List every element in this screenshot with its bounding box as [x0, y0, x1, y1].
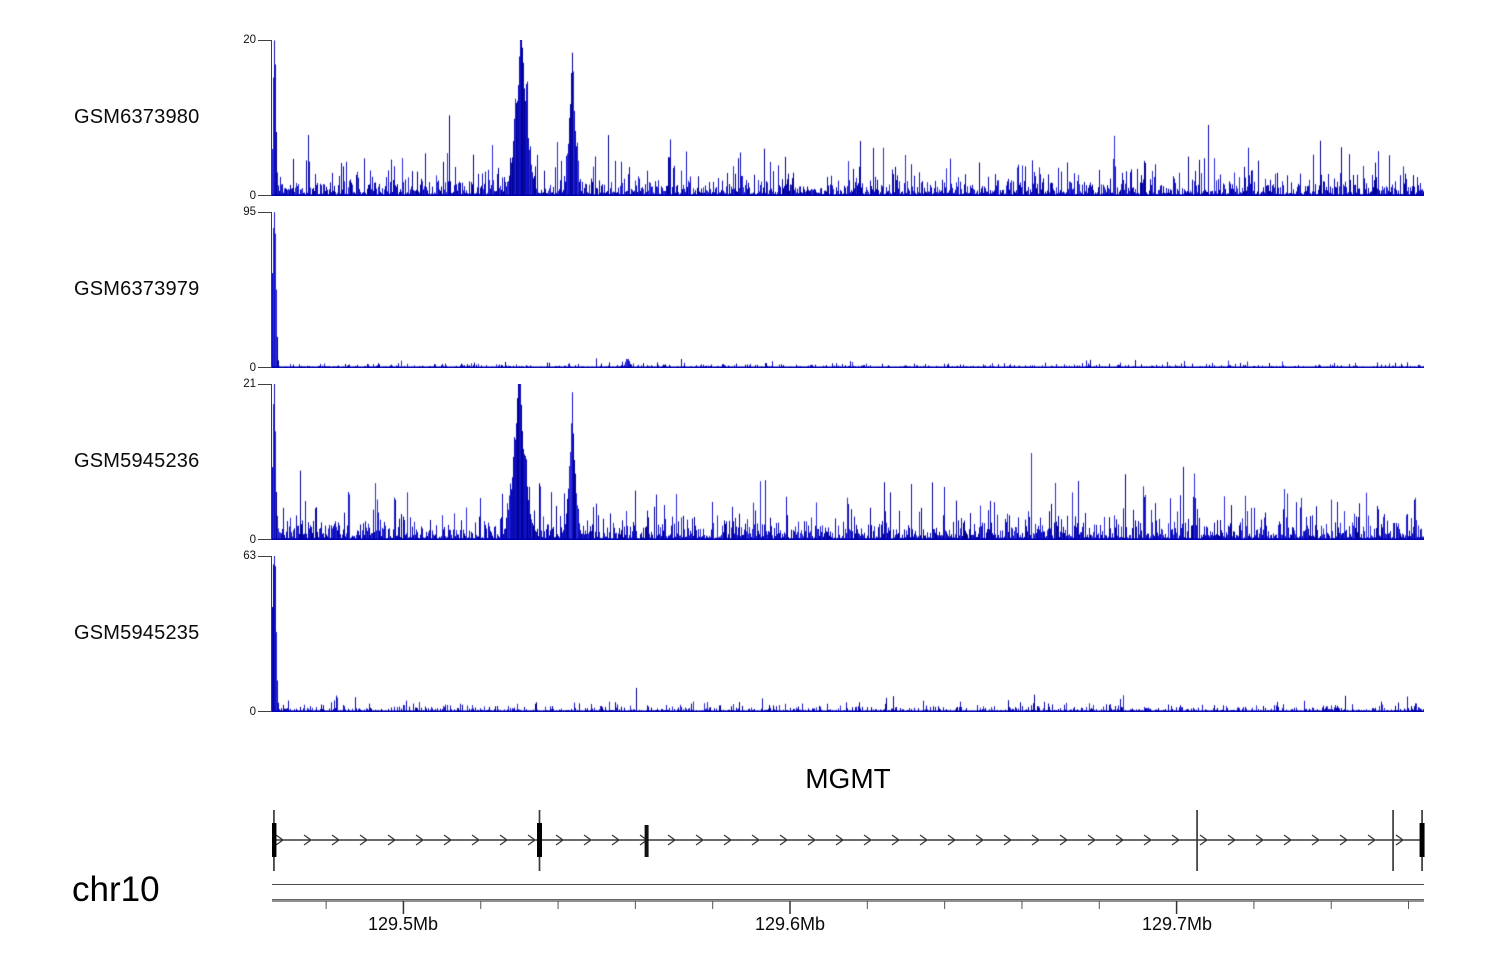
axis-top-line	[272, 884, 1424, 885]
y-axis-top-tick	[258, 212, 272, 213]
y-axis-bottom-tick	[258, 711, 272, 712]
y-axis-zero-label: 0	[249, 362, 256, 374]
y-axis-zero-label: 0	[249, 706, 256, 718]
coverage-signal-histogram	[272, 384, 1424, 540]
y-axis-top-tick	[258, 556, 272, 557]
chromosome-label: chr10	[72, 870, 160, 909]
y-axis-bottom-tick	[258, 195, 272, 196]
y-axis-top-tick	[258, 384, 272, 385]
axis-tick-marks	[325, 901, 1410, 914]
y-axis-line	[271, 384, 272, 540]
gene-name-label: MGMT	[805, 763, 891, 794]
coverage-track-2: GSM6373979 95 0	[0, 206, 1500, 374]
coverage-signal-histogram	[272, 40, 1424, 196]
y-axis-zero-label: 0	[249, 190, 256, 202]
coverage-track-3: GSM5945236 21 0	[0, 378, 1500, 546]
y-axis-line	[271, 556, 272, 712]
coverage-track-4: GSM5945235 63 0	[0, 550, 1500, 718]
coverage-track-1: GSM6373980 20 0	[0, 34, 1500, 202]
y-axis-max-label: 63	[243, 550, 256, 562]
y-axis-max-label: 20	[243, 34, 256, 46]
track-label: GSM6373979	[74, 278, 200, 300]
y-axis-bottom-tick	[258, 539, 272, 540]
track-label: GSM5945235	[74, 622, 200, 644]
y-axis-line	[271, 212, 272, 368]
axis-tick-label: 129.6Mb	[754, 914, 826, 934]
y-axis-max-label: 21	[243, 378, 256, 390]
y-axis-max-label: 95	[243, 206, 256, 218]
y-axis-line	[271, 40, 272, 196]
coverage-signal-histogram	[272, 556, 1424, 712]
axis-scale-line	[272, 899, 1424, 902]
y-axis-bottom-tick	[258, 367, 272, 368]
track-label: GSM6373980	[74, 106, 200, 128]
track-label: GSM5945236	[74, 450, 200, 472]
coverage-signal-histogram	[272, 212, 1424, 368]
axis-tick-label: 129.5Mb	[367, 914, 439, 934]
axis-tick-label: 129.7Mb	[1141, 914, 1213, 934]
y-axis-zero-label: 0	[249, 534, 256, 546]
gene-model-track	[272, 810, 1425, 871]
y-axis-top-tick	[258, 40, 272, 41]
